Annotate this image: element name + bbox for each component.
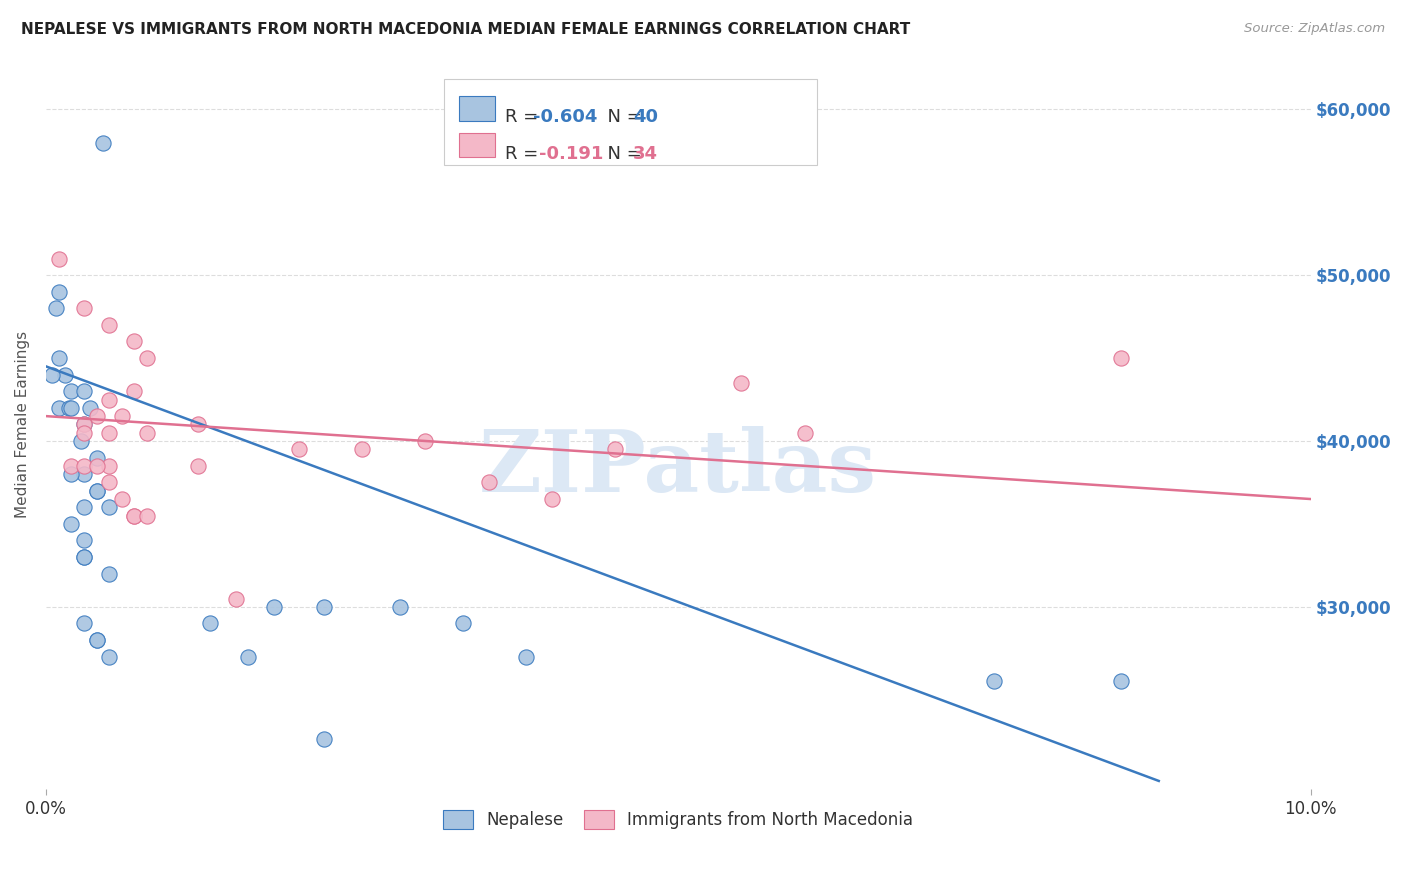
Point <box>79 401 101 415</box>
Point <box>73 616 96 631</box>
Y-axis label: Median Female Earnings: Median Female Earnings <box>15 331 30 518</box>
FancyBboxPatch shape <box>460 133 495 157</box>
Point <box>124 334 146 349</box>
Point <box>540 491 562 506</box>
Point <box>70 434 93 448</box>
Point <box>60 401 83 415</box>
Point <box>136 351 159 365</box>
Point <box>73 458 96 473</box>
Point <box>45 301 67 316</box>
Point <box>477 475 499 490</box>
Point <box>53 368 76 382</box>
Point <box>451 616 474 631</box>
Point <box>603 442 626 457</box>
Point <box>124 508 146 523</box>
Text: NEPALESE VS IMMIGRANTS FROM NORTH MACEDONIA MEDIAN FEMALE EARNINGS CORRELATION C: NEPALESE VS IMMIGRANTS FROM NORTH MACEDO… <box>21 22 910 37</box>
Point <box>86 632 108 647</box>
Point <box>73 550 96 565</box>
Point <box>225 591 247 606</box>
Point <box>86 483 108 498</box>
Point <box>111 409 134 424</box>
Point <box>238 649 260 664</box>
Text: 34: 34 <box>633 145 658 163</box>
Point <box>48 351 70 365</box>
Point <box>73 384 96 399</box>
Point <box>41 368 63 382</box>
Text: -0.604: -0.604 <box>533 109 598 127</box>
Point <box>86 458 108 473</box>
Point <box>187 458 209 473</box>
Point <box>98 500 121 515</box>
Point <box>73 425 96 440</box>
Text: R =: R = <box>505 109 544 127</box>
Point <box>98 392 121 407</box>
Point <box>314 599 336 614</box>
Point <box>124 508 146 523</box>
Point <box>86 632 108 647</box>
Point <box>983 674 1005 689</box>
Point <box>793 425 815 440</box>
Point <box>187 417 209 432</box>
Point <box>73 301 96 316</box>
Point <box>136 508 159 523</box>
Point <box>1109 674 1132 689</box>
Point <box>136 425 159 440</box>
Point <box>91 136 114 150</box>
Point <box>200 616 222 631</box>
Point <box>415 434 437 448</box>
Point <box>73 417 96 432</box>
Point <box>288 442 311 457</box>
Point <box>48 285 70 299</box>
Point <box>98 425 121 440</box>
Point <box>60 516 83 531</box>
Legend: Nepalese, Immigrants from North Macedonia: Nepalese, Immigrants from North Macedoni… <box>437 803 920 836</box>
Text: 40: 40 <box>633 109 658 127</box>
Point <box>98 566 121 581</box>
Point <box>124 384 146 399</box>
Point <box>515 649 537 664</box>
Point <box>73 417 96 432</box>
Point <box>48 401 70 415</box>
FancyBboxPatch shape <box>444 79 817 165</box>
Text: Source: ZipAtlas.com: Source: ZipAtlas.com <box>1244 22 1385 36</box>
Point <box>73 467 96 482</box>
Point <box>86 450 108 465</box>
Point <box>86 483 108 498</box>
Point <box>389 599 412 614</box>
Text: -0.191: -0.191 <box>538 145 603 163</box>
Point <box>98 458 121 473</box>
Point <box>1109 351 1132 365</box>
FancyBboxPatch shape <box>460 96 495 121</box>
Point <box>60 467 83 482</box>
Point <box>98 475 121 490</box>
Point <box>98 649 121 664</box>
Text: ZIPatlas: ZIPatlas <box>479 426 877 510</box>
Point <box>352 442 374 457</box>
Point <box>314 732 336 747</box>
Point <box>73 550 96 565</box>
Point <box>73 533 96 548</box>
Point <box>86 409 108 424</box>
Text: N =: N = <box>596 145 648 163</box>
Point <box>58 401 80 415</box>
Point <box>730 376 752 390</box>
Point <box>60 384 83 399</box>
Point <box>60 458 83 473</box>
Point <box>73 500 96 515</box>
Text: R =: R = <box>505 145 550 163</box>
Point <box>111 491 134 506</box>
Point <box>48 252 70 266</box>
Text: N =: N = <box>596 109 648 127</box>
Point <box>263 599 285 614</box>
Point <box>98 318 121 332</box>
